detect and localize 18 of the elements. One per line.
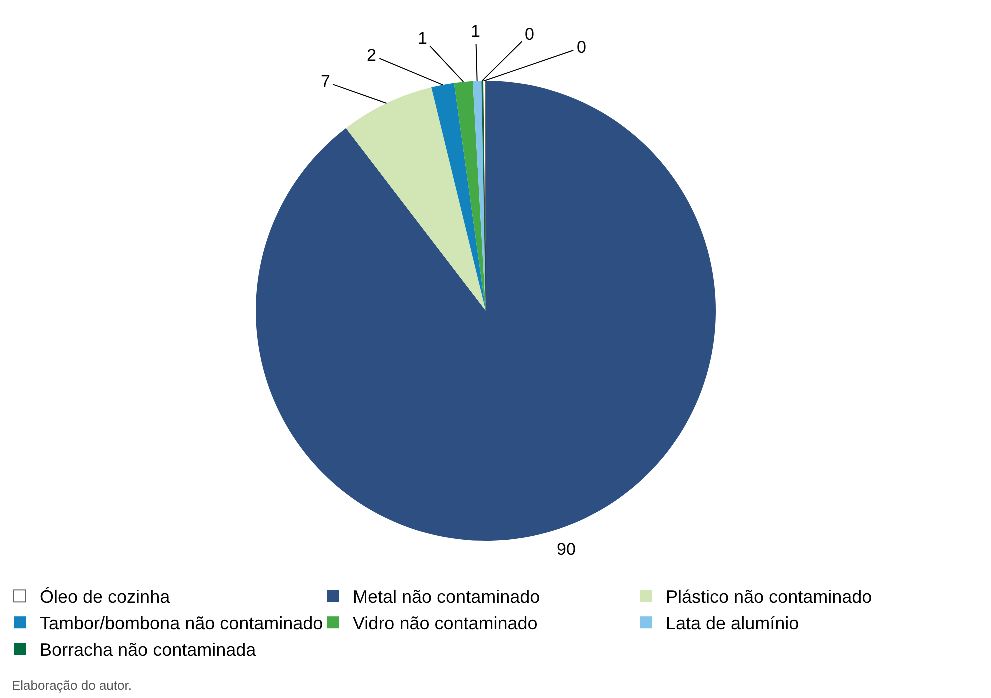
data-label: 0 <box>525 25 534 44</box>
legend-label: Lata de alumínio <box>666 614 800 634</box>
pie-slice <box>432 83 486 311</box>
data-label: 90 <box>557 540 576 559</box>
data-label: 1 <box>418 29 428 48</box>
data-label: 7 <box>321 72 330 91</box>
pie-slice <box>454 81 486 311</box>
legend-label: Metal não contaminado <box>353 587 540 608</box>
legend-label: Plástico não contaminado <box>666 587 872 608</box>
legend-label: Óleo de cozinha <box>40 587 172 608</box>
legend-label: Borracha não contaminada <box>40 640 258 660</box>
legend-label: Vidro não contaminado <box>353 614 538 634</box>
data-label: 0 <box>577 38 586 57</box>
data-label: 1 <box>471 22 480 41</box>
pie-slice <box>346 88 486 311</box>
legend-label: Tambor/bombona não contaminado <box>40 614 324 634</box>
data-label: 2 <box>367 46 376 65</box>
text: Elaboração do autor. <box>12 678 132 693</box>
